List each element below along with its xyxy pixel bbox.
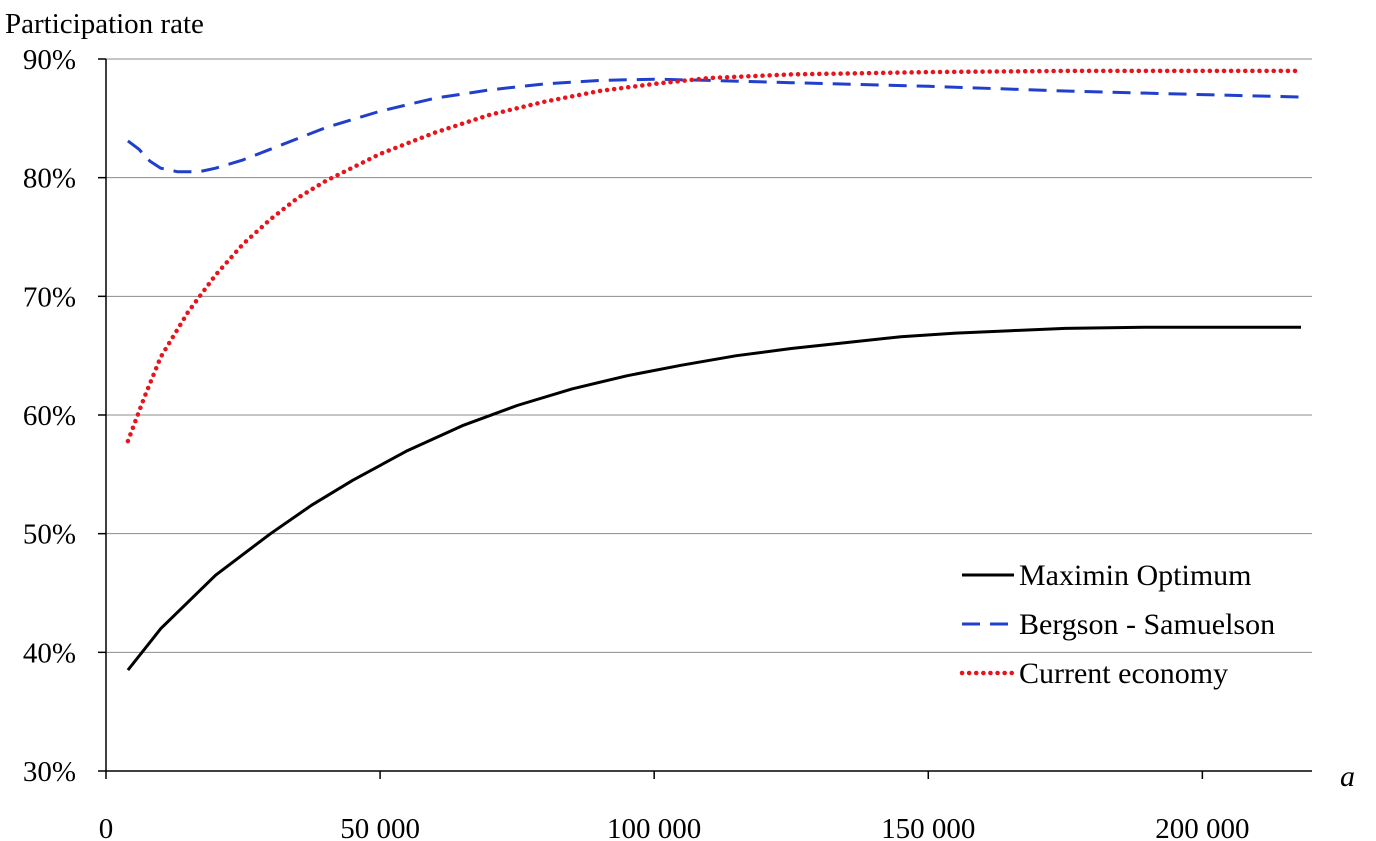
series-line-maximin-optimum — [126, 325, 1301, 672]
series-line-bergson-samuelson — [126, 77, 1302, 174]
x-tick-labels: 0 50 000 100 000 150 000 200 000 — [99, 771, 1249, 841]
x-tick-label: 200 000 — [1155, 813, 1249, 841]
x-tick-label: 0 — [99, 813, 114, 841]
gridlines — [106, 58, 1312, 653]
y-tick-labels: 30% 40% 50% 60% 70% 80% 90% — [23, 44, 106, 788]
legend-label: Maximin Optimum — [1019, 559, 1252, 592]
series-lines — [125, 68, 1304, 672]
y-axis-label: Participation rate — [5, 8, 204, 40]
y-tick-label: 90% — [23, 44, 76, 76]
x-tick-label: 100 000 — [607, 813, 701, 841]
y-tick-label: 70% — [23, 281, 76, 313]
legend-label: Current economy — [1019, 657, 1228, 690]
legend: Maximin Optimum Bergson - Samuelson Curren… — [959, 559, 1275, 690]
x-tick-label: 50 000 — [340, 813, 420, 841]
y-tick-label: 40% — [23, 637, 76, 669]
y-tick-label: 60% — [23, 400, 76, 432]
x-tick-label: 150 000 — [881, 813, 975, 841]
y-tick-label: 50% — [23, 519, 76, 551]
legend-label: Bergson - Samuelson — [1019, 608, 1275, 641]
x-axis-label: a — [1340, 760, 1355, 793]
series-line-current-economy — [125, 68, 1304, 444]
y-tick-label: 30% — [23, 756, 76, 788]
y-tick-label: 80% — [23, 163, 76, 195]
